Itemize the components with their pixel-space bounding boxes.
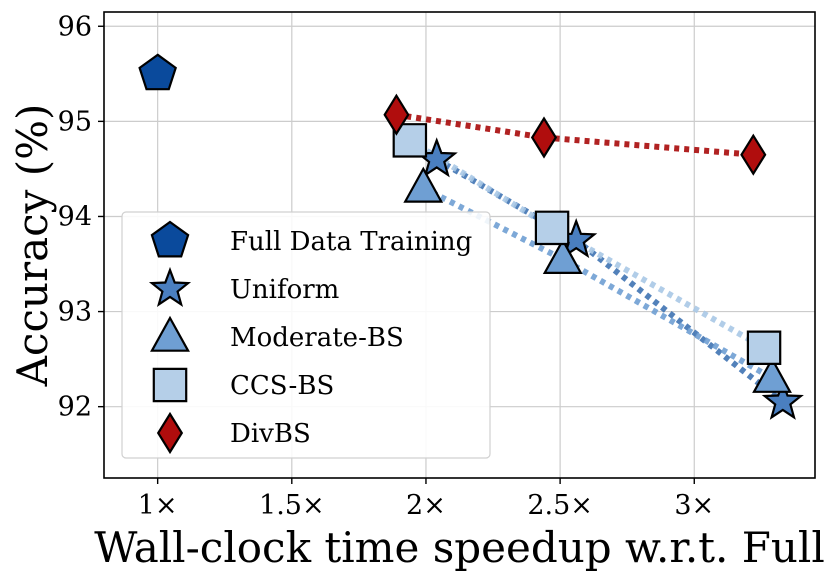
legend-label-divbs: DivBS: [230, 419, 311, 449]
legend-marker-uniform: [148, 266, 192, 307]
y-tick-label: 96: [58, 11, 92, 42]
x-tick-label: 2×: [406, 490, 446, 521]
divbs-line: [395, 111, 754, 158]
x-tick-label: 1×: [138, 490, 178, 521]
y-tick-label: 94: [58, 201, 92, 232]
legend: Full Data Training Uniform Moderate-BS CCS-…: [121, 211, 491, 459]
moderate-bs-point: [752, 356, 792, 393]
legend-marker-ccs-bs: [152, 367, 188, 403]
divbs-point: [383, 93, 410, 136]
x-axis-title: Wall-clock time speedup w.r.t. Full: [94, 523, 825, 572]
legend-marker-full-data-training: [150, 220, 190, 258]
moderate-bs-point: [542, 238, 583, 274]
plot-frame: [103, 11, 816, 479]
x-tick-label: 1.5×: [259, 490, 325, 521]
series-markers: [138, 53, 804, 420]
axis-ticks: 1× 1.5× 2× 2.5× 3× 92 93 94 95 96: [58, 11, 715, 521]
ccs-bs-point: [534, 210, 570, 246]
legend-marker-moderate-bs: [150, 315, 190, 352]
divbs-point: [740, 133, 767, 176]
divbs-point: [530, 116, 558, 159]
legend-box: [121, 211, 491, 459]
full-data-training-point: [138, 53, 177, 91]
y-tick-label: 92: [58, 392, 92, 423]
x-tick-label: 3×: [674, 490, 714, 521]
legend-label-full-data-training: Full Data Training: [230, 227, 472, 257]
uniform-point: [761, 379, 804, 420]
x-tick-label: 2.5×: [527, 490, 593, 521]
moderate-bs-point: [403, 166, 444, 203]
ccs-bs-point: [392, 123, 428, 158]
legend-label-ccs-bs: CCS-BS: [230, 371, 334, 401]
legend-label-uniform: Uniform: [230, 275, 339, 305]
y-tick-label: 95: [58, 106, 92, 137]
legend-label-moderate-bs: Moderate-BS: [230, 323, 404, 353]
legend-marker-divbs: [156, 411, 184, 455]
y-tick-label: 93: [58, 297, 92, 328]
y-axis-title: Accuracy (%): [8, 104, 57, 388]
ccs-bs-point: [746, 330, 782, 365]
